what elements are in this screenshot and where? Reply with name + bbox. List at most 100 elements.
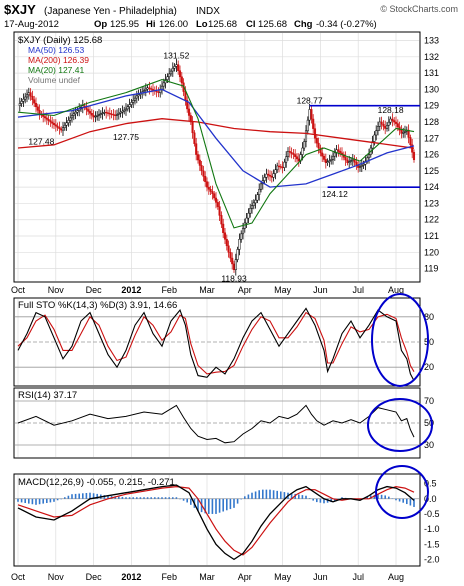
price-candle-body <box>180 76 183 84</box>
price-candle-body <box>56 125 59 128</box>
price-candle-body <box>391 118 394 121</box>
price-candle-body <box>285 156 288 163</box>
price-candle-body <box>310 109 313 120</box>
price-candle-body <box>288 151 291 153</box>
price-candle-body <box>142 90 146 93</box>
price-candle-body <box>322 155 326 160</box>
macd-histogram-bar <box>312 498 314 501</box>
sto-panel-title: Full STO %K(14,3) %D(3) 3.91, 14.66 <box>18 300 177 311</box>
close-label: Cl <box>246 19 256 30</box>
price-candle-body <box>144 88 147 91</box>
price-candle-body <box>229 252 232 259</box>
price-candle-body <box>74 111 77 115</box>
price-candle-body <box>258 189 261 195</box>
macd-histogram-bar <box>42 498 44 504</box>
macd-histogram-bar <box>92 493 95 499</box>
price-candle-body <box>202 170 205 177</box>
x-tick-label-bottom: Nov <box>48 572 65 582</box>
price-candle-body <box>67 120 70 124</box>
price-candle-body <box>123 109 126 112</box>
sto-y-tick: 80 <box>424 312 434 322</box>
price-candle-body <box>400 129 403 134</box>
macd-histogram-bar <box>139 497 142 499</box>
macd-histogram-bar <box>409 498 412 506</box>
price-candle-body <box>238 239 241 250</box>
price-candle-body <box>292 153 295 155</box>
price-candle-body <box>236 249 239 260</box>
macd-histogram-bar <box>283 492 286 499</box>
macd-histogram-bar <box>251 492 253 499</box>
price-candle-body <box>319 147 322 154</box>
price-candle-body <box>330 159 333 161</box>
price-candle-body <box>218 206 221 216</box>
price-candle-body <box>393 120 396 123</box>
price-y-tick: 119 <box>424 264 438 274</box>
x-tick-label-top: 2012 <box>121 285 141 295</box>
price-candle-body <box>168 73 171 78</box>
price-candle-body <box>245 217 248 224</box>
date-label: 17-Aug-2012 <box>4 19 59 30</box>
macd-histogram-bar <box>247 494 250 499</box>
macd-histogram-bar <box>380 494 383 499</box>
price-candle-body <box>324 159 327 163</box>
price-candle-body <box>90 113 93 116</box>
price-candle-body <box>283 161 286 168</box>
price-candle-body <box>303 141 306 149</box>
price-candle-body <box>52 123 56 125</box>
price-candle-body <box>43 116 47 119</box>
macd-histogram-bar <box>233 498 235 508</box>
ma200-line <box>17 118 415 149</box>
price-candle-body <box>402 132 405 134</box>
price-candle-body <box>375 130 378 136</box>
macd-histogram-bar <box>366 496 368 499</box>
price-candle-body <box>87 109 90 112</box>
price-annotation: 124.12 <box>322 189 348 199</box>
close-value: 125.68 <box>258 19 287 30</box>
macd-histogram-bar <box>143 497 145 499</box>
price-candle-body <box>304 130 308 142</box>
price-candle-body <box>105 111 108 114</box>
price-candle-body <box>337 149 340 152</box>
price-candle-body <box>191 121 194 134</box>
price-candle-body <box>49 120 52 123</box>
price-y-tick: 120 <box>424 247 439 257</box>
price-candle-body <box>349 160 353 162</box>
price-candle-body <box>119 111 122 114</box>
price-candle-body <box>92 114 95 118</box>
price-candle-body <box>117 113 120 115</box>
price-candle-body <box>263 177 266 181</box>
macd-histogram-bar <box>406 498 408 505</box>
price-candle-body <box>146 87 149 90</box>
price-candle-body <box>27 92 30 96</box>
macd-histogram-bar <box>164 497 167 499</box>
price-y-tick: 133 <box>424 36 439 46</box>
change-value: -0.34 (-0.27%) <box>316 19 377 30</box>
macd-y-tick: -2.0 <box>424 554 440 564</box>
macd-y-tick: -0.5 <box>424 509 440 519</box>
x-tick-label-bottom: Oct <box>11 572 26 582</box>
macd-histogram-bar <box>384 495 386 499</box>
price-candle-body <box>220 215 223 225</box>
price-candle-body <box>58 127 61 130</box>
macd-histogram-bar <box>64 497 66 499</box>
price-y-tick: 131 <box>424 68 439 78</box>
price-candle-body <box>403 130 407 133</box>
price-candle-body <box>339 151 342 154</box>
price-candle-body <box>171 67 174 72</box>
macd-histogram-bar <box>337 498 340 500</box>
price-candle-body <box>317 142 320 149</box>
price-candle-body <box>270 176 273 178</box>
price-candle-body <box>268 174 272 177</box>
macd-histogram-bar <box>276 490 278 499</box>
macd-histogram-bar <box>262 489 264 499</box>
price-candle-body <box>216 202 219 207</box>
price-candle-body <box>306 119 309 132</box>
open-value: 125.95 <box>110 19 139 30</box>
macd-histogram-bar <box>402 498 404 503</box>
price-candle-body <box>99 113 102 115</box>
price-candle-body <box>380 121 383 125</box>
price-candle-body <box>204 176 207 182</box>
price-candle-body <box>371 141 374 149</box>
price-candle-body <box>231 257 234 265</box>
price-candle-body <box>286 151 290 157</box>
